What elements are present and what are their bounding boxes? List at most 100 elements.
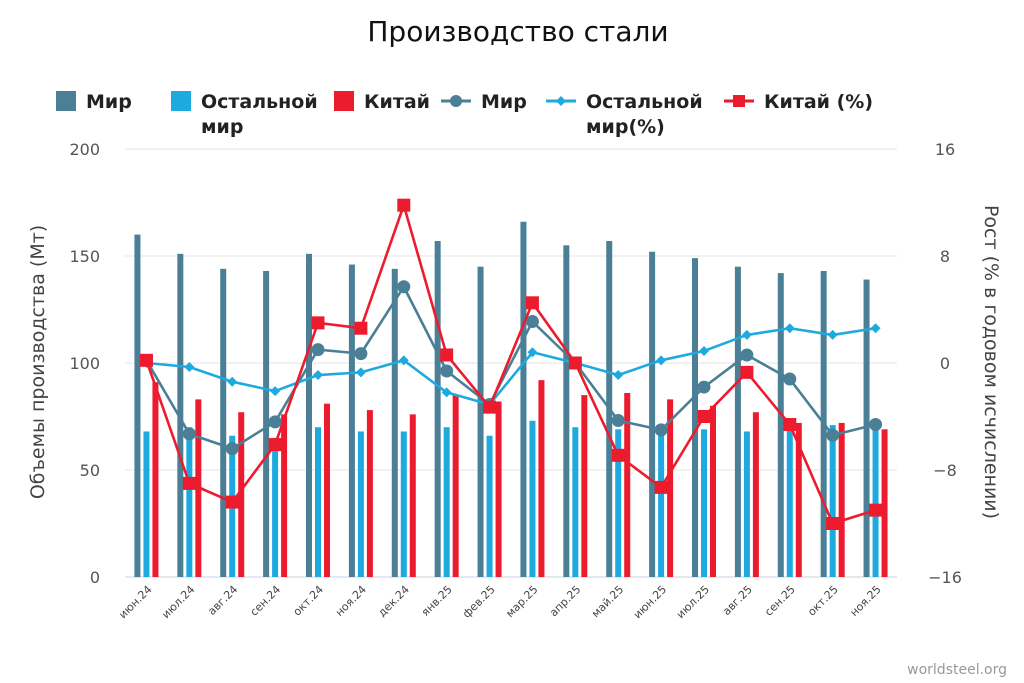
legend-label: Мир bbox=[481, 91, 527, 113]
legend-label-line2: мир bbox=[201, 116, 243, 138]
bar-rest bbox=[872, 427, 879, 577]
legend-item: Остальной мир bbox=[171, 91, 318, 138]
point-world bbox=[354, 347, 368, 361]
lines bbox=[139, 198, 883, 530]
chart-title: Производство стали bbox=[367, 15, 668, 48]
legend-swatch bbox=[56, 91, 76, 111]
point-china bbox=[783, 418, 797, 432]
bar-world bbox=[477, 266, 484, 577]
legend-label: Остальной bbox=[586, 91, 703, 113]
point-rest bbox=[827, 329, 838, 340]
legend-item: Остальной мир(%) bbox=[546, 91, 703, 138]
legend-item: Мир bbox=[441, 91, 527, 113]
legend-swatch bbox=[334, 91, 354, 111]
bar-rest bbox=[143, 431, 150, 577]
bar-rest bbox=[658, 427, 665, 577]
bar-china bbox=[409, 414, 416, 577]
bar-world bbox=[734, 266, 741, 577]
bar-world bbox=[177, 253, 184, 578]
y2-tick-label: −8 bbox=[933, 461, 957, 480]
y-tick-label: 50 bbox=[80, 461, 100, 480]
bar-rest bbox=[529, 420, 536, 577]
x-tick-label: янв.25 bbox=[419, 583, 455, 619]
point-world bbox=[826, 428, 840, 442]
point-rest bbox=[398, 355, 409, 366]
x-tick-label: сен.24 bbox=[248, 583, 284, 619]
legend-swatch bbox=[171, 91, 191, 111]
bar-china bbox=[710, 405, 716, 577]
bar-china bbox=[152, 382, 159, 577]
y-axis-title: Объемы производства (Мт) bbox=[27, 225, 49, 499]
x-tick-label: фев.25 bbox=[460, 583, 498, 621]
bar-rest bbox=[701, 429, 707, 577]
bar-rest bbox=[357, 431, 364, 577]
point-world bbox=[654, 423, 668, 437]
bar-china bbox=[795, 422, 802, 577]
point-world bbox=[440, 364, 454, 378]
point-china bbox=[139, 353, 153, 367]
bar-rest bbox=[615, 429, 622, 577]
bar-world bbox=[263, 270, 270, 577]
x-tick-label: июн.25 bbox=[631, 583, 669, 621]
legend-label: Китай bbox=[364, 91, 430, 113]
legend-marker bbox=[733, 95, 745, 107]
point-world bbox=[869, 418, 883, 432]
legend-item: Китай (%) bbox=[724, 91, 873, 113]
point-china bbox=[268, 438, 282, 452]
line-world bbox=[145, 285, 876, 450]
x-tick-label: окт.24 bbox=[291, 583, 327, 619]
point-rest bbox=[656, 355, 667, 366]
line-china bbox=[145, 203, 876, 525]
point-china bbox=[354, 321, 368, 335]
x-tick-label: окт.25 bbox=[805, 583, 841, 619]
bar-rest bbox=[786, 427, 793, 577]
y-tick-label: 200 bbox=[69, 140, 100, 159]
bar-china bbox=[538, 380, 545, 577]
point-rest bbox=[270, 386, 281, 397]
point-china bbox=[611, 448, 625, 462]
point-china bbox=[182, 476, 196, 490]
point-china bbox=[740, 365, 754, 379]
legend-label-line2: мир(%) bbox=[586, 116, 665, 138]
point-world bbox=[611, 414, 625, 428]
legend-label: Остальной bbox=[201, 91, 318, 113]
line-rest bbox=[146, 326, 876, 406]
bar-rest bbox=[443, 427, 450, 577]
bar-china bbox=[281, 414, 288, 577]
x-tick-label: мар.25 bbox=[503, 583, 540, 620]
x-tick-label: ноя.24 bbox=[333, 583, 369, 619]
point-world bbox=[225, 442, 239, 456]
bar-china bbox=[624, 392, 631, 577]
bar-rest bbox=[829, 425, 836, 577]
point-china bbox=[397, 198, 411, 212]
point-world bbox=[311, 343, 325, 357]
bar-china bbox=[238, 412, 245, 577]
point-world bbox=[525, 315, 539, 329]
point-rest bbox=[699, 345, 709, 356]
legend-item: Китай bbox=[334, 91, 430, 113]
bar-world bbox=[520, 221, 527, 577]
x-tick-label: авг.25 bbox=[720, 583, 755, 618]
bar-rest bbox=[186, 427, 193, 577]
point-rest bbox=[741, 329, 752, 340]
x-tick-label: авг.24 bbox=[205, 583, 240, 618]
source-label: worldsteel.org bbox=[907, 662, 1007, 678]
bar-china bbox=[324, 403, 330, 577]
bar-world bbox=[777, 273, 784, 577]
bar-world bbox=[306, 253, 312, 578]
bar-china bbox=[495, 401, 502, 577]
bar-rest bbox=[272, 437, 279, 577]
x-tick-label: сен.25 bbox=[762, 583, 798, 619]
x-tick-label: ноя.25 bbox=[848, 583, 884, 619]
y2-tick-label: 16 bbox=[935, 140, 955, 159]
legend-label: Мир bbox=[86, 91, 132, 113]
x-tick-label: май.25 bbox=[589, 583, 626, 620]
bar-world bbox=[348, 264, 355, 577]
bar-rest bbox=[486, 435, 493, 577]
bar-world bbox=[220, 268, 227, 577]
y-tick-label: 150 bbox=[69, 247, 100, 266]
point-world bbox=[268, 415, 282, 429]
bar-world bbox=[134, 234, 141, 577]
